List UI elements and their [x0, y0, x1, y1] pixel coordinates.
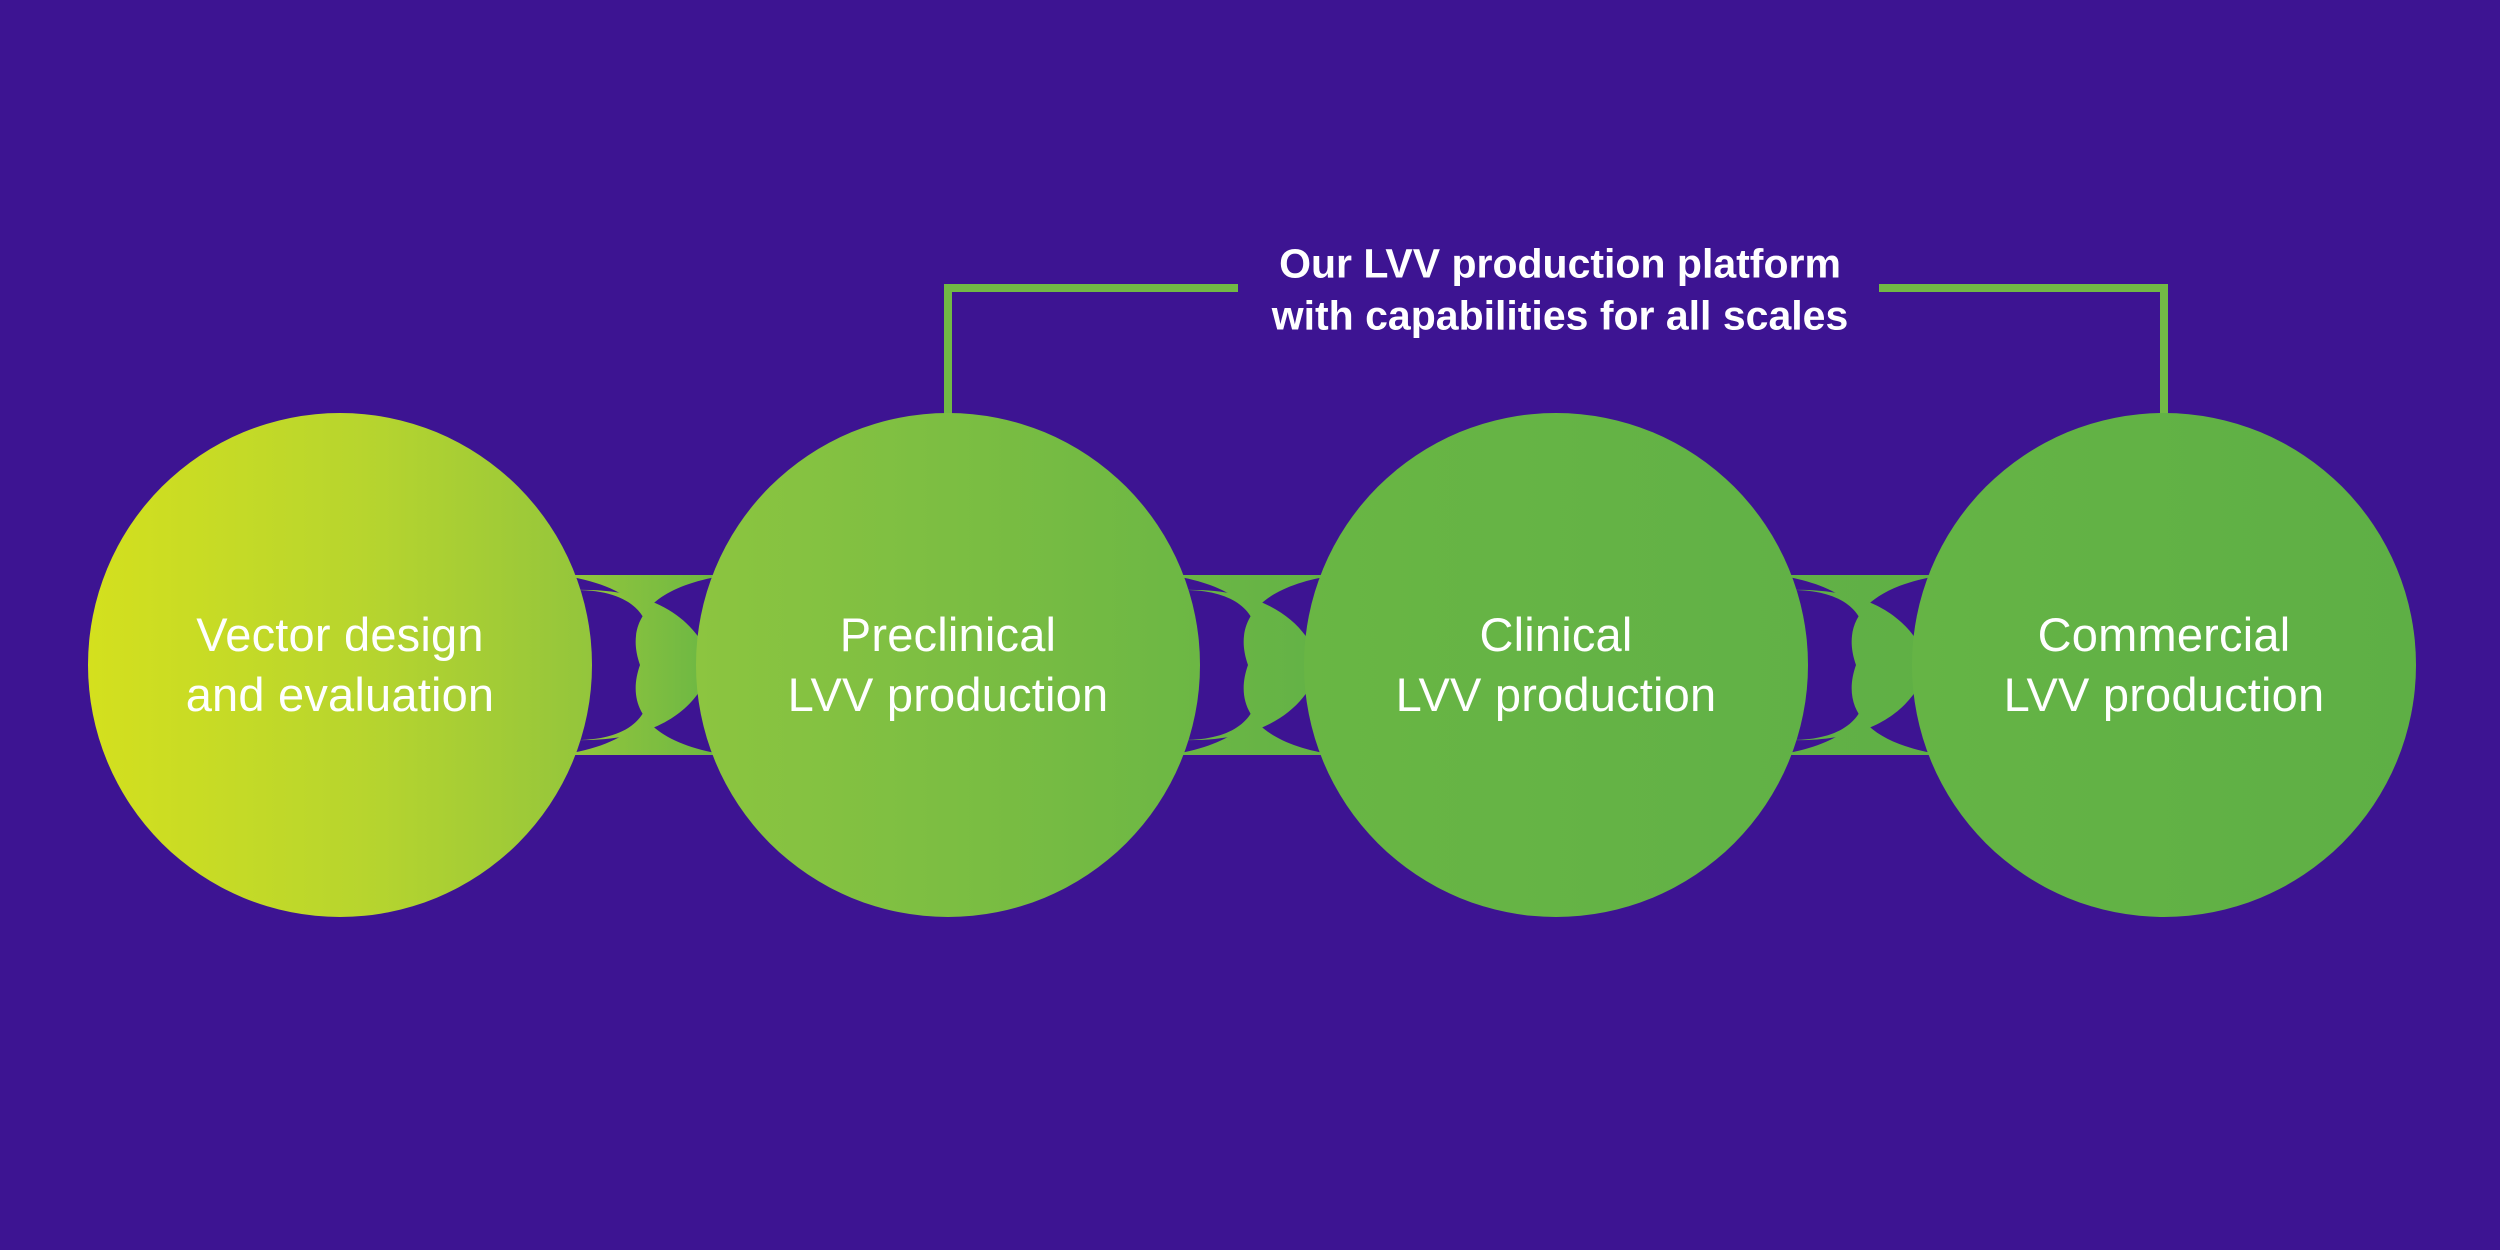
node-circle-commercial[interactable] [1912, 413, 2416, 917]
neck-2-3 [1168, 575, 1336, 755]
callout-bracket [944, 284, 2168, 420]
neck-3-4 [1776, 575, 1944, 755]
node-circle-vector-design[interactable] [88, 413, 592, 917]
bracket-right-arm [1879, 284, 2168, 420]
callout-title: Our LVV production platform with capabil… [1271, 240, 1849, 339]
process-nodes [88, 413, 2416, 917]
node-circle-clinical[interactable] [1304, 413, 1808, 917]
neck-1-2 [560, 575, 728, 755]
bracket-left-arm [944, 284, 1238, 420]
node-circle-preclinical[interactable] [696, 413, 1200, 917]
node-necks [560, 575, 1944, 755]
